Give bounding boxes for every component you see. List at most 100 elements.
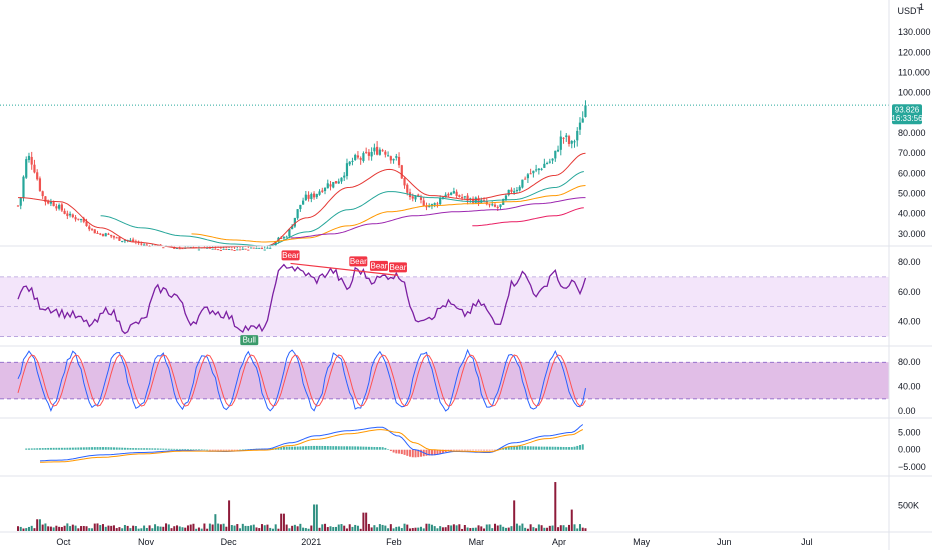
volume-bar bbox=[93, 523, 96, 531]
macd-histogram-bar bbox=[187, 449, 190, 450]
macd-histogram-bar bbox=[63, 447, 66, 450]
macd-histogram-bar bbox=[340, 446, 343, 450]
volume-bar bbox=[233, 525, 236, 531]
macd-histogram-bar bbox=[354, 446, 357, 450]
macd-histogram-bar bbox=[474, 449, 477, 451]
volume-bar bbox=[365, 512, 368, 531]
candle-body bbox=[400, 165, 403, 179]
candles bbox=[16, 100, 587, 252]
macd-tick-label: 5.000 bbox=[898, 427, 921, 437]
volume-bar bbox=[452, 524, 455, 531]
candle-body bbox=[488, 204, 491, 206]
candle-body bbox=[41, 191, 44, 197]
macd-histogram-bar bbox=[173, 448, 176, 450]
macd-histogram-bar bbox=[395, 449, 398, 454]
macd-histogram-bar bbox=[200, 449, 203, 451]
macd-histogram-bar bbox=[134, 448, 137, 450]
candle-body bbox=[189, 246, 192, 248]
volume-bar bbox=[466, 527, 469, 531]
candle-body bbox=[345, 163, 349, 177]
volume-bar bbox=[132, 525, 135, 531]
macd-histogram-bar bbox=[430, 449, 433, 456]
volume-bar bbox=[189, 524, 192, 531]
candle-body bbox=[269, 247, 272, 249]
macd-histogram-bar bbox=[417, 449, 420, 458]
macd-histogram-bar bbox=[28, 448, 31, 450]
candle-body bbox=[524, 178, 527, 180]
macd-pane[interactable] bbox=[25, 424, 584, 463]
macd-histogram-bar bbox=[573, 446, 576, 450]
stoch-tick-label: 40.00 bbox=[898, 382, 921, 392]
candle-body bbox=[192, 246, 195, 248]
candle-body bbox=[219, 250, 222, 252]
volume-bar bbox=[332, 527, 335, 531]
macd-histogram-bar bbox=[291, 446, 294, 450]
candle-body bbox=[556, 149, 560, 152]
macd-histogram-bar bbox=[441, 449, 444, 453]
price-tick-label: 50.000 bbox=[898, 189, 926, 199]
candle-body bbox=[249, 247, 253, 249]
volume-bar bbox=[266, 524, 269, 531]
volume-bar bbox=[439, 526, 442, 531]
candle-body bbox=[535, 169, 538, 171]
volume-bar bbox=[326, 527, 329, 531]
volume-bar bbox=[255, 527, 258, 531]
candle-body bbox=[293, 217, 296, 227]
price-tick-label: 70.000 bbox=[898, 148, 926, 158]
moving-average-ma_slow bbox=[191, 185, 586, 243]
macd-histogram-bar bbox=[326, 446, 329, 450]
volume-bar bbox=[134, 526, 137, 531]
volume-bar bbox=[148, 525, 151, 531]
divergence-tag-label: Bear bbox=[390, 263, 407, 272]
volume-bar bbox=[145, 527, 148, 531]
volume-bar bbox=[351, 526, 354, 531]
time-axis[interactable]: Oct Nov Dec 2021 Feb Mar Apr May Jun Jul bbox=[56, 537, 812, 547]
macd-histogram-bar bbox=[30, 448, 33, 450]
stoch-k-line bbox=[17, 348, 586, 412]
volume-bar bbox=[206, 528, 209, 531]
volume-bar bbox=[392, 528, 395, 531]
volume-bar bbox=[178, 526, 181, 531]
price-tick-label: 40.000 bbox=[898, 209, 926, 219]
candle-body bbox=[74, 217, 77, 220]
candle-body bbox=[217, 249, 220, 251]
candle-body bbox=[129, 239, 132, 241]
candle-body bbox=[466, 195, 469, 201]
macd-tick-label: 0.000 bbox=[898, 445, 921, 455]
macd-histogram-bar bbox=[504, 446, 507, 450]
volume-bar bbox=[373, 525, 376, 531]
candle-body bbox=[58, 204, 61, 209]
candle-body bbox=[581, 118, 584, 123]
macd-histogram-bar bbox=[433, 449, 436, 456]
price-pane[interactable] bbox=[0, 100, 889, 252]
macd-histogram-bar bbox=[376, 447, 379, 450]
stoch-rsi-pane[interactable] bbox=[0, 348, 889, 412]
candle-body bbox=[458, 195, 461, 197]
volume-bar bbox=[38, 519, 41, 531]
macd-histogram-bar bbox=[156, 448, 159, 450]
volume-bar bbox=[274, 524, 277, 531]
volume-bar bbox=[126, 525, 129, 531]
candle-body bbox=[450, 192, 453, 195]
macd-histogram-bar bbox=[529, 446, 532, 450]
volume-pane[interactable] bbox=[17, 482, 587, 531]
volume-bar bbox=[337, 524, 340, 531]
macd-histogram-bar bbox=[181, 448, 184, 450]
volume-bar bbox=[436, 528, 439, 531]
divergence-tag-label: Bull bbox=[243, 336, 257, 345]
macd-histogram-bar bbox=[178, 448, 181, 450]
volume-bar bbox=[535, 528, 538, 531]
price-scale[interactable]: 1 USDT 130.000 120.000 110.000 100.000 80.00… bbox=[891, 2, 930, 511]
time-axis-label: Oct bbox=[56, 537, 71, 547]
volume-bar bbox=[573, 524, 576, 531]
bear-divergence-tag: Bear bbox=[388, 262, 407, 273]
volume-bar bbox=[110, 525, 113, 531]
candle-body bbox=[291, 226, 294, 230]
candle-body bbox=[578, 122, 582, 130]
candle-body bbox=[499, 204, 502, 207]
volume-bar bbox=[25, 528, 28, 531]
macd-histogram-bar bbox=[548, 446, 551, 450]
